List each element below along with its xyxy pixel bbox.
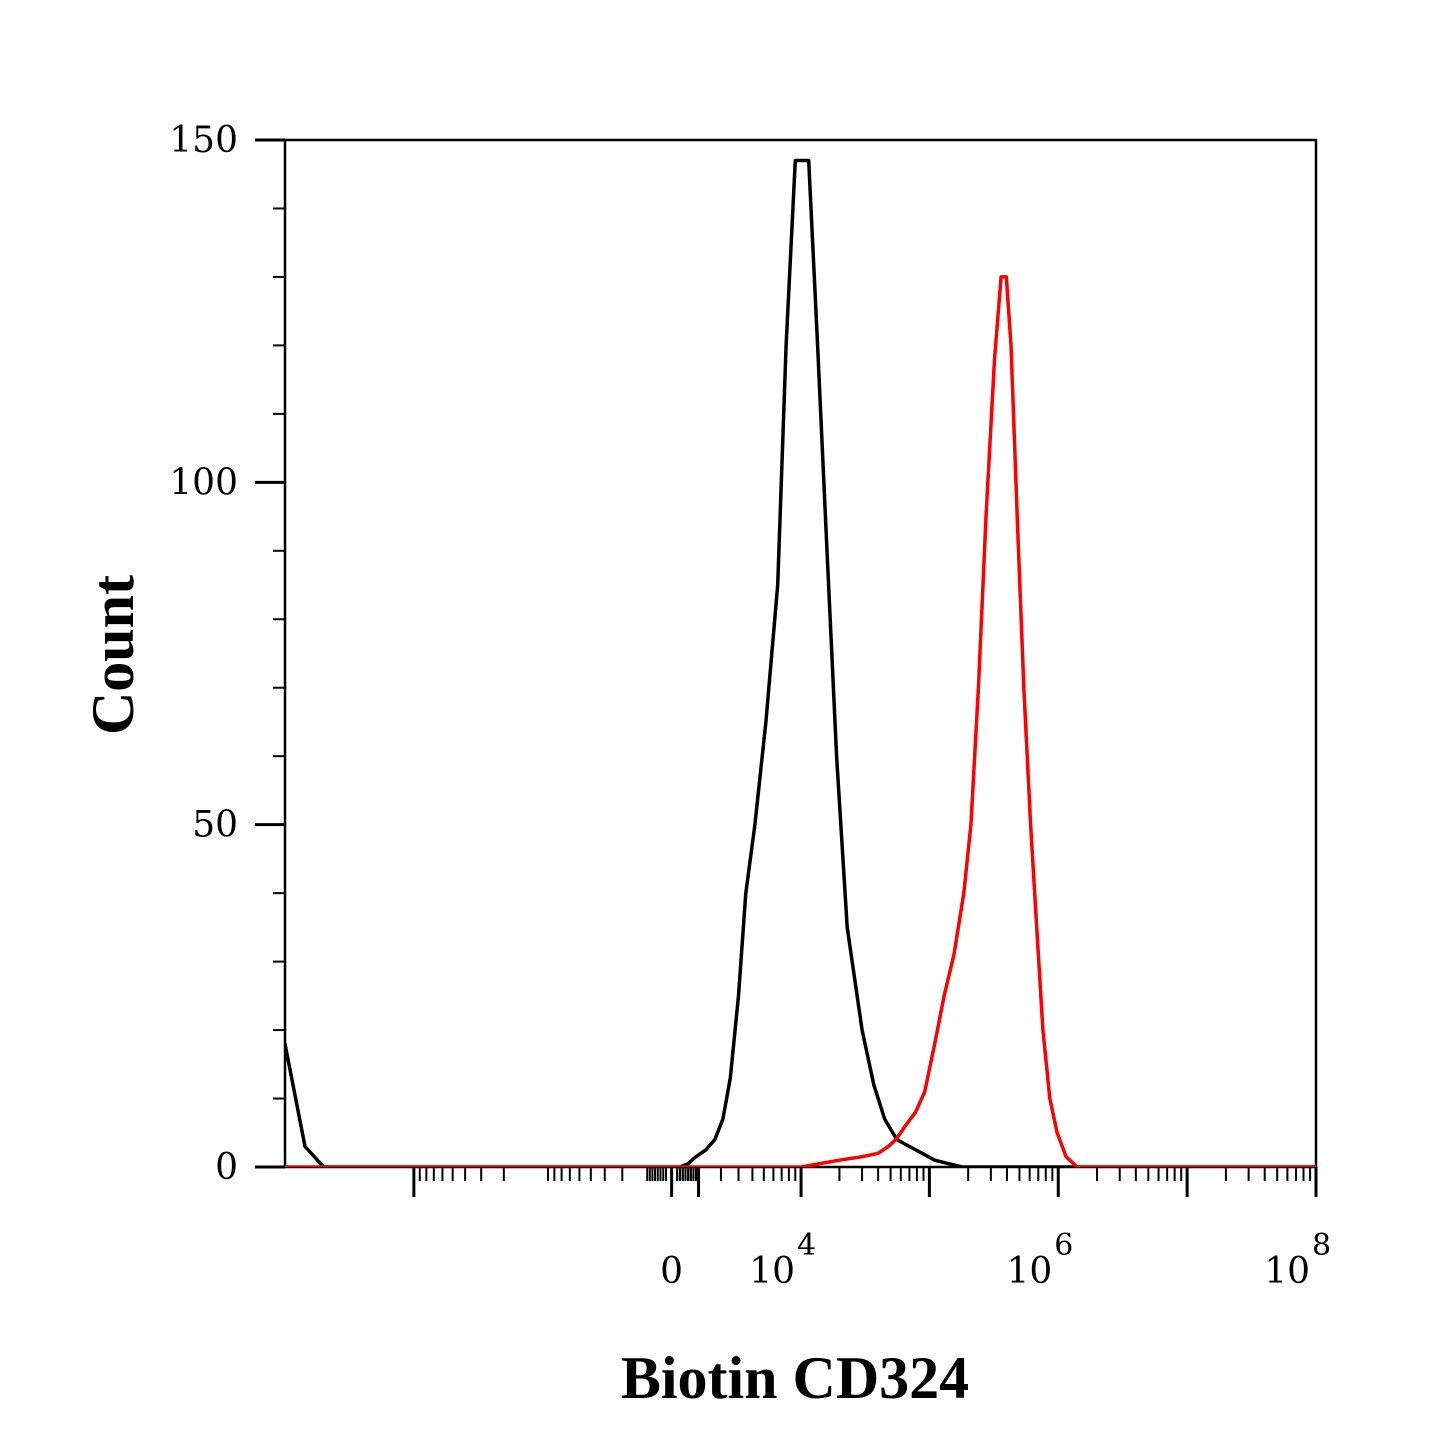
y-tick-label: 150 — [169, 120, 238, 161]
x-tick-exponent: 4 — [797, 1228, 816, 1263]
y-tick-label: 0 — [215, 1147, 238, 1188]
plot-frame — [283, 138, 1318, 1169]
y-tick-label: 100 — [169, 462, 238, 503]
x-tick-base: 10 — [1264, 1251, 1310, 1292]
x-tick-label: 0 — [660, 1251, 683, 1292]
x-tick-label: 104 — [749, 1228, 816, 1292]
series-group — [285, 158, 1316, 1167]
y-axis-title: Count — [80, 575, 146, 735]
x-tick-exponent: 8 — [1312, 1228, 1331, 1263]
series-line-1 — [285, 158, 1316, 1167]
x-tick-exponent: 6 — [1054, 1228, 1073, 1263]
y-tick-label: 50 — [192, 805, 238, 846]
x-tick-base: 10 — [1006, 1251, 1052, 1292]
series-line-2 — [285, 275, 1316, 1167]
x-tick-label: 108 — [1264, 1228, 1331, 1292]
axis-labels: Biotin CD324 Count — [80, 575, 969, 1411]
x-tick-label: 106 — [1006, 1228, 1073, 1292]
x-tick-base: 0 — [660, 1251, 683, 1292]
x-axis-title: Biotin CD324 — [621, 1345, 969, 1411]
x-tick-base: 10 — [749, 1251, 795, 1292]
